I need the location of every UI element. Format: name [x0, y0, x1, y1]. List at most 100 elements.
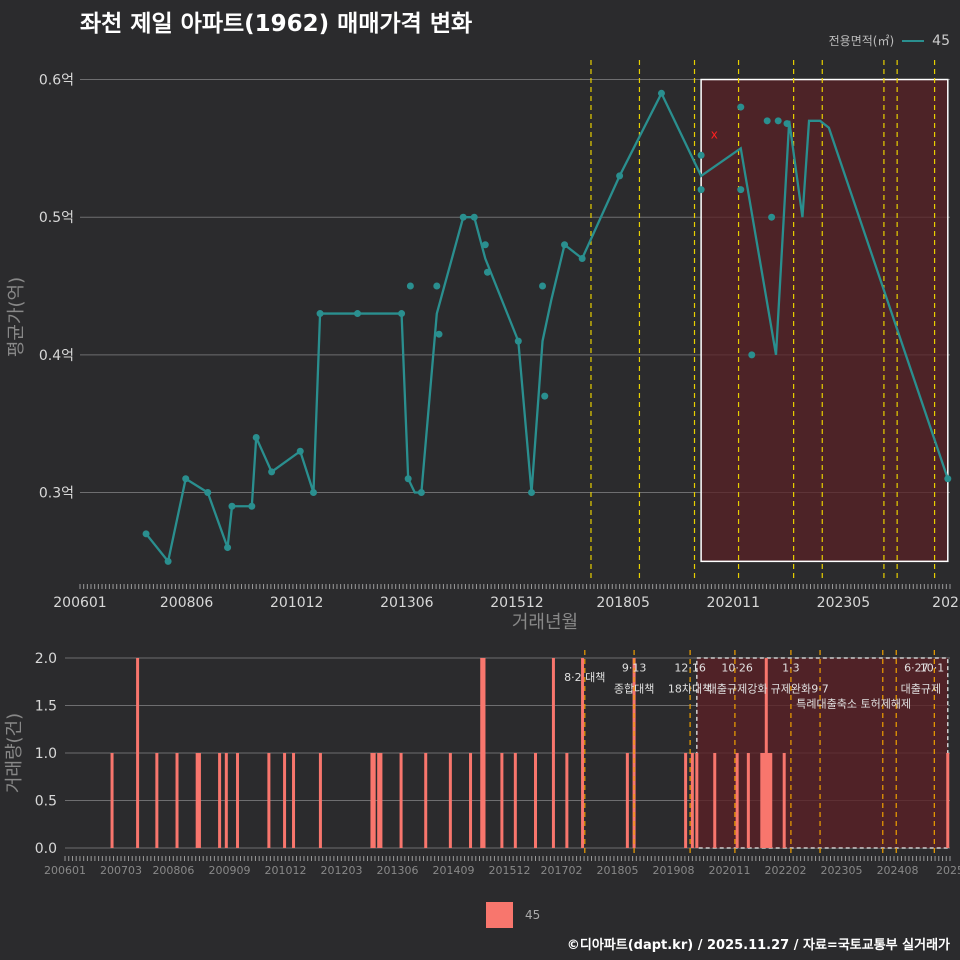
x-tick-label: 201012	[270, 595, 323, 611]
x-tick-label: 201702	[540, 864, 582, 877]
data-point	[737, 103, 745, 111]
data-point	[435, 330, 443, 338]
volume-bar	[110, 753, 114, 848]
volume-bar	[155, 753, 159, 848]
volume-bar	[534, 753, 538, 848]
volume-bar	[370, 753, 374, 848]
data-point	[763, 117, 771, 125]
volume-bar	[713, 753, 717, 848]
legend-bottom: 45	[486, 902, 540, 928]
volume-bar	[424, 753, 428, 848]
volume-bar	[197, 753, 201, 848]
volume-bar	[690, 753, 694, 848]
x-tick-label: 201908	[653, 864, 695, 877]
volume-bar	[782, 753, 786, 848]
policy-annotation: 대출규제강화	[707, 682, 768, 695]
data-point	[252, 433, 260, 441]
data-point	[182, 475, 190, 483]
series-line-45	[145, 90, 949, 564]
policy-annotation: 9·13	[622, 662, 647, 675]
volume-bar	[946, 753, 950, 848]
data-point	[616, 172, 624, 180]
x-tick-label: 200703	[100, 864, 142, 877]
x-tick-label: 201306	[376, 864, 418, 877]
volume-bar	[377, 753, 381, 848]
y-tick-label: 0.4억	[39, 348, 74, 364]
x-tick-label: 202011	[707, 595, 760, 611]
data-point	[316, 310, 324, 318]
x-tick-label: 200909	[208, 864, 250, 877]
data-point	[783, 120, 791, 128]
x-tick-label: 201512	[490, 595, 543, 611]
volume-bar	[735, 753, 739, 848]
legend-title: 전용면적(㎡)	[828, 34, 895, 48]
policy-annotation: 10·26	[721, 662, 753, 675]
data-point	[296, 447, 304, 455]
volume-bar	[318, 753, 322, 848]
data-point	[406, 282, 414, 290]
x-tick-label: 2025	[932, 595, 960, 611]
data-point	[541, 392, 549, 400]
volume-bar	[218, 753, 222, 848]
volume-bar	[372, 753, 376, 848]
cancelled-deal-marker: x	[711, 128, 718, 142]
policy-annotation: 12·16	[674, 662, 706, 675]
x-tick-label: 202011	[709, 864, 751, 877]
volume-bar	[500, 753, 504, 848]
data-point	[944, 475, 952, 483]
policy-annotation: 10·1	[920, 662, 945, 675]
volume-bar	[292, 753, 296, 848]
x-tick-label: 200806	[160, 595, 214, 611]
data-point	[561, 241, 569, 249]
data-point	[470, 213, 478, 221]
volume-bar	[136, 658, 140, 848]
x-tick-label: 200601	[44, 864, 86, 877]
volume-bar	[769, 753, 773, 848]
x-tick-label: 202305	[817, 595, 870, 611]
volume-bar	[267, 753, 271, 848]
data-point	[248, 502, 256, 510]
y-axis-title: 거래량(건)	[4, 713, 25, 793]
price-line-chart: 0.3억 0.4억 0.5억 0.6억 200601 200806 201012 201306…	[6, 60, 960, 633]
volume-bar	[236, 753, 240, 848]
data-point	[697, 186, 705, 194]
data-point	[354, 310, 362, 318]
x-tick-label: 202408	[877, 864, 919, 877]
volume-bar	[480, 658, 484, 848]
volume-bar	[448, 753, 452, 848]
y-tick-label: 1.0	[35, 746, 57, 762]
x-tick-label: 200806	[152, 864, 194, 877]
y-tick-label: 0.5억	[39, 210, 74, 226]
data-point	[528, 489, 536, 497]
data-point	[228, 502, 236, 510]
legend-bar-swatch	[486, 902, 513, 928]
policy-annotation: 8·2 대책	[564, 671, 605, 684]
data-point	[204, 489, 212, 497]
volume-bar	[195, 753, 199, 848]
volume-bar	[224, 753, 228, 848]
volume-bar	[625, 753, 629, 848]
data-point	[483, 268, 491, 276]
volume-bar-chart: 0.0 0.5 1.0 1.5 2.0 8·2 대책 9·13 종합대책 12·16 18차대책 1…	[4, 650, 960, 877]
volume-bar	[581, 658, 585, 848]
x-tick-label: 200601	[53, 595, 106, 611]
data-point	[398, 310, 406, 318]
volume-bar	[764, 658, 768, 848]
y-tick-label: 2.0	[35, 651, 57, 667]
volume-bar	[482, 753, 486, 848]
policy-annotation: 특례대출축소 토허제해제	[796, 697, 911, 711]
legend-line-swatch	[902, 39, 925, 42]
legend-bar-label: 45	[525, 908, 541, 922]
volume-bar	[513, 753, 517, 848]
x-tick-label: 201306	[380, 595, 434, 611]
data-point	[657, 89, 665, 97]
y-tick-label: 0.6억	[39, 73, 74, 89]
policy-annotation: 대출규제	[901, 682, 941, 695]
volume-bar	[175, 753, 179, 848]
legend-top: 전용면적(㎡) 45	[829, 32, 950, 49]
data-point	[737, 186, 745, 194]
data-point	[433, 282, 441, 290]
data-point	[459, 213, 467, 221]
x-tick-label: 202305	[821, 864, 863, 877]
policy-annotation: 9·7	[811, 682, 829, 695]
